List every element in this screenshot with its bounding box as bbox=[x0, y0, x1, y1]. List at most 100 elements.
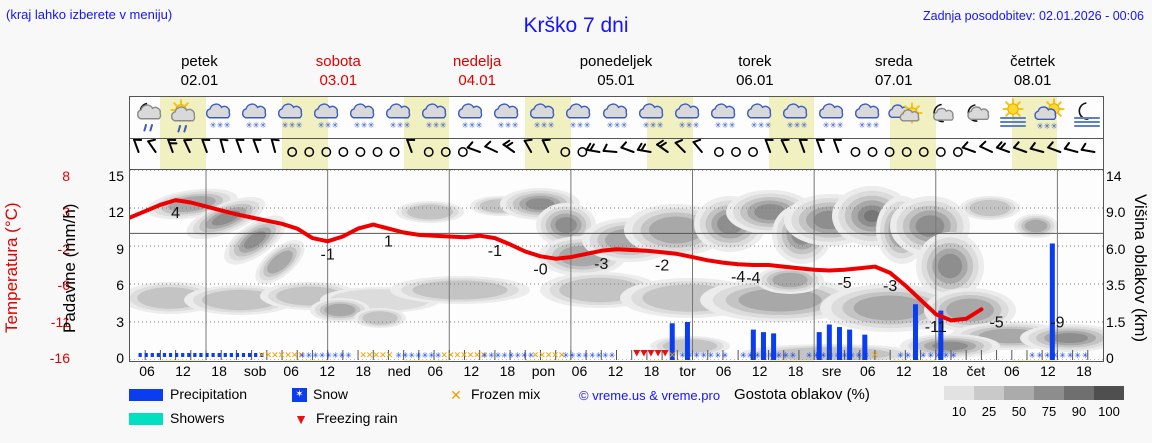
wind-barb-icon bbox=[252, 139, 262, 153]
snow-marker: ✳ bbox=[402, 351, 409, 360]
freezing-rain-marker bbox=[661, 350, 669, 357]
x-tick-label: 06 bbox=[715, 363, 732, 379]
snow-marker: ✳ bbox=[521, 351, 528, 360]
snow-marker: ✳ bbox=[693, 351, 700, 360]
cloud-density-tick-label: 50 bbox=[1011, 404, 1027, 419]
wind-barb-icon bbox=[183, 139, 193, 153]
day-header-ponedeljek: ponedeljek 05.01 bbox=[547, 52, 686, 94]
svg-text:✳: ✳ bbox=[397, 120, 405, 130]
rain-marker bbox=[162, 353, 167, 357]
svg-text:✳: ✳ bbox=[440, 120, 448, 130]
snow-marker: ✳ bbox=[862, 351, 869, 360]
cloud-sleet-icon: ✳ ✳ ✳ bbox=[707, 98, 743, 138]
wind-calm-icon bbox=[731, 147, 741, 157]
cloud-sleet-icon: ✳ ✳ ✳ bbox=[202, 98, 238, 138]
svg-text:✳: ✳ bbox=[714, 120, 722, 130]
snow-marker: ✳ bbox=[332, 351, 339, 360]
precipitation-bar bbox=[912, 304, 918, 360]
snow-marker: ✳ bbox=[834, 351, 841, 360]
snow-marker: ✳ bbox=[582, 351, 589, 360]
cloud-density-swatch bbox=[1094, 386, 1124, 400]
snow-marker: ✳ bbox=[905, 351, 912, 360]
wind-calm-icon bbox=[901, 147, 912, 157]
frozen-mix-marker: ✕ bbox=[278, 350, 286, 360]
cloud-sleet-icon: ✳ ✳ ✳ bbox=[671, 98, 707, 138]
frozen-mix-marker: ✕ bbox=[291, 350, 299, 360]
cloud-sleet-icon: ✳ ✳ ✳ bbox=[238, 98, 274, 138]
x-tick-label: 06 bbox=[859, 363, 876, 379]
main-chart-panel: ✕ ✕ ✕ ✕ ✕ ✕ ✕ ✳ ✳ ✳ ✳ ✳ ✳ ✳ ✳ ✕ ✕ ✕ ✕ ✕ ✳ ✳ ✳ ✳ ✳ ✳ ✳ ✕ ✕ ✕ ✕ ✕ ✕ ✕ ✳ ✳ ✳ ✳ ✳ ✳… bbox=[129, 170, 1104, 362]
axis-tick-label: 6 bbox=[116, 277, 124, 294]
snow-marker: ✳ bbox=[927, 351, 934, 360]
precipitation-bar bbox=[760, 332, 766, 360]
cloudheight-axis-ticks: 14 9.0 6.0 3.5 1.5 0 bbox=[1106, 168, 1146, 366]
legend-precipitation-label: Precipitation bbox=[170, 386, 248, 402]
wind-calm-icon bbox=[935, 147, 946, 157]
legend-freezing-rain-label: Freezing rain bbox=[316, 410, 398, 426]
svg-text:✳: ✳ bbox=[764, 120, 772, 130]
snow-marker: ✳ bbox=[501, 351, 508, 360]
temperature-value-label: -5 bbox=[989, 314, 1003, 331]
wind-barb-icon bbox=[692, 139, 703, 153]
snow-marker: ✳ bbox=[715, 351, 722, 360]
frozen-mix-marker: ✕ bbox=[545, 350, 553, 360]
frozen-mix-marker: ✕ bbox=[473, 350, 481, 360]
svg-text:✳: ✳ bbox=[332, 120, 340, 130]
copyright-notice[interactable]: © vreme.us & vreme.pro bbox=[579, 388, 721, 403]
svg-text:✳: ✳ bbox=[656, 120, 664, 130]
wind-barb-icon bbox=[1012, 141, 1028, 153]
svg-text:✳: ✳ bbox=[476, 120, 484, 130]
snow-marker: ✳ bbox=[481, 351, 488, 360]
snow-marker: ✳ bbox=[827, 351, 834, 360]
svg-text:✳: ✳ bbox=[433, 120, 441, 130]
precipitation-bar bbox=[826, 324, 832, 360]
snow-marker: ✳ bbox=[299, 351, 306, 360]
temperature-value-label: -3 bbox=[883, 278, 897, 295]
precip-type-markers: ✕ ✕ ✕ ✕ ✕ ✕ ✕✳ ✳ ✳ ✳ ✳ ✳ ✳ ✳ ✕ ✕ ✕ ✕ ✕ ✳ ✳ ✳ ✳ ✳ ✳ ✳✕ ✕ ✕ ✕ ✕ ✕ ✕✳ ✳ ✳ ✳ ✳ ✳… bbox=[138, 350, 1089, 360]
snow-marker: ✳ bbox=[740, 351, 747, 360]
snow-marker: ✳ bbox=[595, 351, 602, 360]
frozen-mix-marker: ✕ bbox=[265, 350, 273, 360]
snow-marker: ✳ bbox=[338, 351, 345, 360]
snow-marker: ✳ bbox=[514, 351, 521, 360]
day-date: 08.01 bbox=[1013, 72, 1052, 89]
legend-showers: Showers bbox=[129, 410, 224, 426]
day-name: petek bbox=[181, 53, 218, 70]
day-header-četrtek: četrtek 08.01 bbox=[963, 52, 1102, 94]
wind-barb-icon bbox=[1047, 141, 1062, 153]
snow-marker: ✳ bbox=[1029, 351, 1036, 360]
svg-text:✳: ✳ bbox=[757, 120, 765, 130]
axis-tick-label: 6.0 bbox=[1106, 240, 1126, 257]
frozen-mix-marker: ✕ bbox=[467, 350, 475, 360]
axis-tick-label: 3 bbox=[116, 313, 124, 330]
wind-barb-icon bbox=[656, 139, 669, 153]
snow-marker: ✳ bbox=[312, 351, 319, 360]
rain-marker bbox=[138, 353, 142, 357]
frozen-mix-marker: ✕ bbox=[366, 350, 374, 360]
day-name: ponedeljek bbox=[579, 53, 653, 70]
freezing-rain-icon: ▼ bbox=[294, 411, 308, 428]
page-title: Krško 7 dni bbox=[523, 14, 629, 37]
precipitation-bar bbox=[847, 329, 853, 360]
svg-text:✳: ✳ bbox=[649, 120, 657, 130]
frozen-mix-marker: ✕ bbox=[373, 350, 381, 360]
x-tick-label: 06 bbox=[1004, 363, 1020, 379]
moon-rain-icon bbox=[130, 98, 166, 138]
temperature-value-label: 4 bbox=[171, 205, 180, 222]
x-tick-label: sre bbox=[821, 363, 842, 379]
precipitation-axis-title: Padavine (mm/h) bbox=[60, 203, 79, 333]
day-header-sobota: sobota 03.01 bbox=[269, 52, 408, 94]
wind-calm-icon bbox=[338, 147, 349, 157]
svg-text:✳: ✳ bbox=[678, 120, 686, 130]
day-name: nedelja bbox=[452, 53, 502, 70]
x-tick-label: 18 bbox=[643, 363, 660, 379]
cloud-sleet-icon: ✳ ✳ ✳ bbox=[382, 98, 418, 138]
svg-text:✳: ✳ bbox=[642, 120, 650, 130]
x-tick-label: 06 bbox=[571, 363, 588, 379]
legend-showers-label: Showers bbox=[170, 410, 225, 426]
precipitation-bars bbox=[144, 243, 1089, 360]
axis-tick-label: 0 bbox=[116, 350, 124, 366]
svg-text:✳: ✳ bbox=[260, 120, 268, 130]
frozen-mix-marker: ✕ bbox=[460, 350, 468, 360]
cloud-sleet-icon: ✳ ✳ ✳ bbox=[310, 98, 346, 138]
